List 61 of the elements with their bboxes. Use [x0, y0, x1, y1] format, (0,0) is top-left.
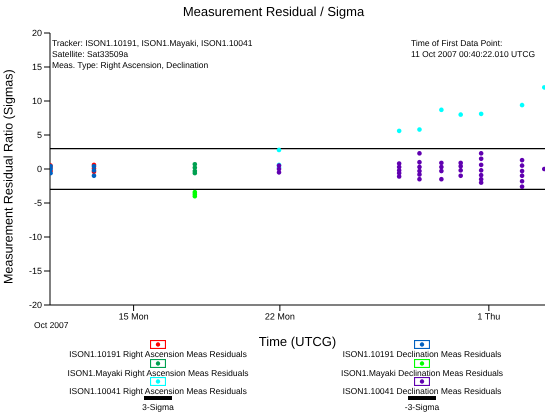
legend-label: ISON1.10041 Right Ascension Meas Residuals	[68, 386, 248, 396]
x-tick-label: 22 Mon	[264, 311, 295, 322]
y-tick-label: 20	[32, 28, 42, 38]
point	[396, 174, 402, 179]
point	[520, 168, 524, 174]
point	[439, 164, 444, 170]
point	[439, 176, 444, 182]
legend-label: -3-Sigma	[404, 402, 440, 412]
point	[520, 158, 524, 162]
legend-label: ISON1.10191 Right Ascension Meas Residuals	[68, 349, 248, 359]
legend-label: ISON1.Mayaki Right Ascension Meas Residuals	[66, 368, 250, 378]
y-tick-label: 15	[32, 62, 42, 72]
point	[478, 151, 484, 156]
point	[276, 148, 282, 152]
point	[417, 160, 422, 164]
point	[478, 168, 484, 173]
text: Oct 2007	[34, 320, 68, 330]
legend-label: ISON1.10041 Declination Meas Residuals	[342, 386, 502, 396]
point	[396, 128, 402, 134]
y-axis-title: Measurement Residual Ratio (Sigmas)	[1, 69, 16, 284]
point	[417, 164, 422, 170]
point	[458, 168, 463, 173]
y-tick-label: -15	[28, 266, 42, 276]
chart-title: Measurement Residual / Sigma	[182, 4, 366, 19]
point	[478, 172, 484, 178]
y-tick-label: 10	[32, 96, 42, 106]
point	[417, 151, 422, 156]
point	[417, 176, 422, 182]
legend-label: ISON1.Mayaki Declination Meas Residuals	[340, 368, 504, 378]
y-tick-label: -20	[28, 300, 42, 310]
point	[276, 170, 282, 175]
point	[439, 160, 444, 166]
y-tick-label: -10	[28, 232, 42, 242]
x-tick-label: 1 Thu	[477, 311, 500, 322]
point	[439, 108, 444, 112]
point	[478, 156, 484, 162]
point	[458, 174, 463, 178]
point	[520, 163, 524, 168]
legend-label: ISON1.10191 Declination Meas Residuals	[342, 349, 502, 359]
point	[478, 112, 484, 116]
point	[92, 174, 96, 178]
point	[458, 112, 463, 117]
y-tick-label: 5	[36, 130, 42, 140]
annotation: Time of First Data Point: 11 Oct 2007 00:40:22.010 UTCG	[411, 38, 536, 60]
point	[542, 166, 545, 172]
point	[417, 172, 422, 177]
point	[520, 184, 524, 189]
point	[520, 178, 524, 184]
point	[439, 168, 444, 174]
point	[520, 102, 524, 108]
point	[478, 162, 484, 168]
point	[520, 174, 524, 178]
point	[417, 127, 422, 132]
x-tick-label: 15 Mon	[118, 311, 149, 322]
annotation: Tracker: ISON1.10191, ISON1.Mayaki, ISON1.10041 Satellite: Sat33509a Meas. Type: Right Ascension, Declination	[52, 38, 252, 71]
point	[478, 180, 484, 185]
point	[542, 85, 545, 90]
legend-label: 3-Sigma	[141, 402, 175, 412]
y-tick-label: -5	[34, 198, 42, 208]
y-tick-label: 0	[36, 164, 42, 174]
x-axis-title: Time (UTCG)	[258, 334, 336, 349]
